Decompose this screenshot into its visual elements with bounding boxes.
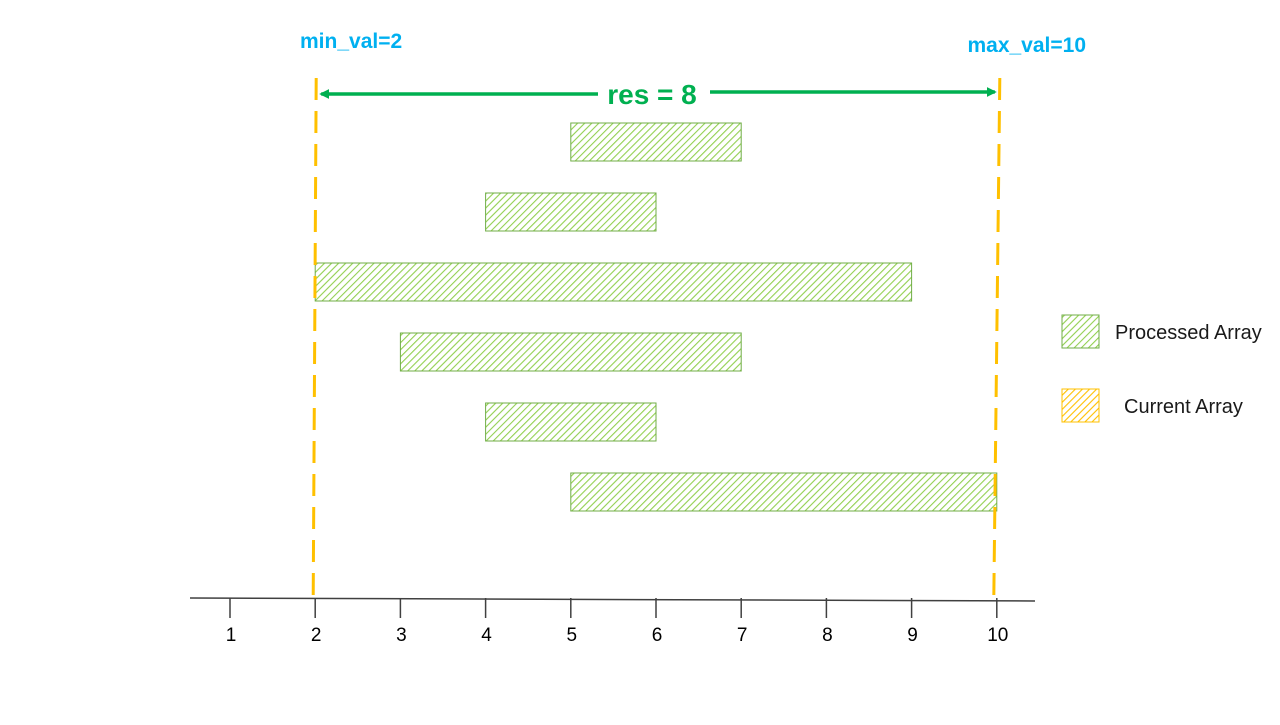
x-axis-ticks: 1 2 3 4 5 6 7 8 9 10 <box>226 598 1008 646</box>
x-axis-tick-label: 7 <box>737 625 748 646</box>
interval-bar <box>570 472 998 512</box>
interval-bar <box>485 192 657 232</box>
x-axis-line <box>189 597 1036 602</box>
x-axis-tick-label: 6 <box>652 625 663 646</box>
x-axis-tick-label: 5 <box>567 625 578 646</box>
min-val-label: min_val=2 <box>300 30 402 53</box>
x-axis-tick-label: 4 <box>481 625 492 646</box>
interval-bar <box>570 122 742 162</box>
max-boundary-line <box>992 77 1002 599</box>
res-arrow <box>319 87 997 99</box>
legend-current-swatch <box>1061 388 1100 423</box>
legend: Processed Array Current Array <box>1061 314 1262 423</box>
x-axis-tick-label: 8 <box>822 625 833 646</box>
interval-bar <box>399 332 742 372</box>
min-boundary-line <box>311 77 318 599</box>
res-label: res = 8 <box>607 79 697 110</box>
legend-processed-swatch <box>1061 314 1100 349</box>
x-axis-tick-label: 2 <box>311 625 322 646</box>
x-axis-tick-label: 3 <box>396 625 407 646</box>
interval-bars <box>314 122 998 512</box>
x-axis-tick-label: 9 <box>907 625 918 646</box>
interval-bar <box>314 262 913 302</box>
interval-bar <box>485 402 657 442</box>
x-axis-tick-label: 10 <box>987 625 1008 646</box>
x-axis-tick-label: 1 <box>226 625 237 646</box>
legend-current-label: Current Array <box>1124 396 1243 418</box>
max-val-label: max_val=10 <box>967 34 1086 57</box>
legend-processed-label: Processed Array <box>1115 322 1262 344</box>
